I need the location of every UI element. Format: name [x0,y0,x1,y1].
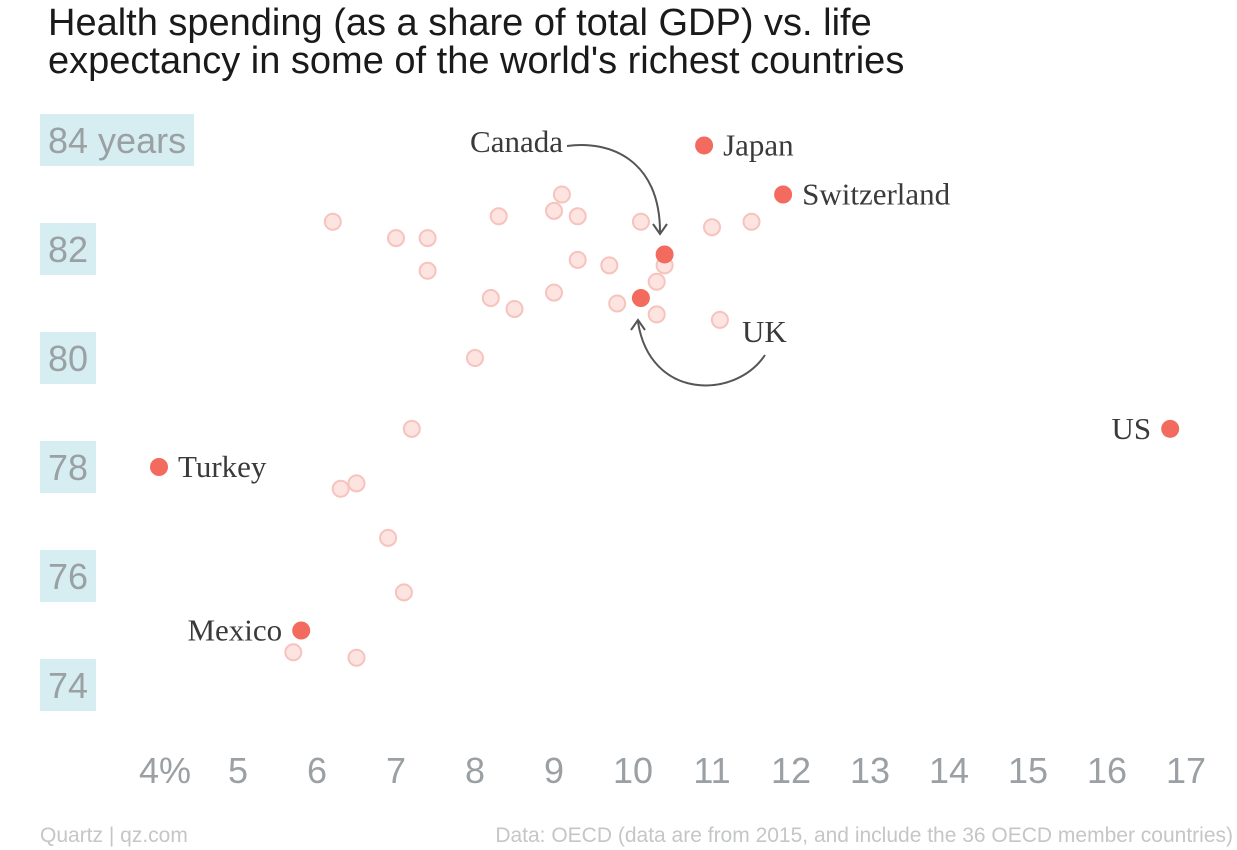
x-tick-label: 15 [1008,750,1048,791]
country-point [545,283,563,302]
country-point [323,212,342,231]
source-credit: Quartz | qz.com [40,824,188,847]
country-point [647,272,666,291]
country-label-switzerland: Switzerland [802,177,951,212]
y-tick-label: 82 [48,229,88,270]
country-point [387,229,405,248]
canada-arrow-head [652,223,668,236]
x-tick-label: 10 [613,750,653,791]
country-point [402,419,421,438]
highlight-point-mexico [292,621,311,640]
y-tick-background [40,659,97,711]
background-points [284,185,761,667]
highlight-point-japan [695,136,714,155]
highlight-point-us [1161,419,1180,438]
country-point [394,583,413,602]
y-tick-background [40,223,97,275]
x-tick-label: 6 [307,750,327,791]
highlight-point-switzerland [774,185,793,204]
x-tick-label: 14 [929,750,969,791]
y-tick-label: 80 [48,338,88,379]
uk-arrow-line [637,321,766,387]
x-tick-label: 13 [850,750,890,791]
x-tick-label: 5 [228,750,248,791]
country-point [545,201,563,220]
country-point [481,289,500,308]
x-tick-label: 16 [1087,750,1127,791]
y-tick-background [40,332,97,384]
highlight-point-uk [631,289,650,308]
country-point [466,349,484,367]
y-tick-background [40,441,97,493]
uk-arrow-head [630,318,646,331]
country-point [347,474,366,493]
country-label-canada: Canada [470,124,563,159]
chart-title-line-1: Health spending (as a share of total GDP… [48,2,872,44]
country-label-us: US [1112,411,1152,446]
highlight-point-turkey [150,458,168,476]
country-point [489,207,508,226]
y-tick-background [40,114,195,166]
country-point [568,207,587,226]
y-tick-label: 84 years [48,120,186,161]
highlight-point-canada [655,245,674,264]
country-point [552,185,571,204]
country-point [631,212,650,231]
y-tick-label: 78 [48,447,88,488]
country-point [710,310,729,329]
x-tick-label: 12 [771,750,811,791]
canada-arrow-line [566,144,661,233]
x-axis: 4% 5 6 7 8 9 10 11 12 13 14 15 16 17 [139,750,1206,791]
country-label-japan: Japan [723,127,794,162]
country-label-mexico: Mexico [187,613,282,648]
country-label-uk: UK [742,314,787,349]
country-point [331,479,350,498]
y-tick-label: 74 [48,665,88,706]
data-source-note: Data: OECD (data are from 2015, and incl… [495,824,1233,847]
x-tick-label: 4% [139,750,191,791]
x-tick-label: 11 [693,750,730,791]
x-tick-label: 8 [465,750,485,791]
country-point [418,229,437,248]
country-point [568,250,587,269]
country-point [505,299,524,318]
country-point [742,212,761,231]
country-point [703,218,721,237]
x-tick-label: 7 [386,750,406,791]
y-tick-label: 76 [48,556,88,597]
country-label-turkey: Turkey [178,449,267,484]
x-tick-label: 17 [1166,750,1206,791]
country-point [647,305,666,324]
y-axis: 84 years 82 80 78 76 74 [40,114,195,711]
country-point [608,294,627,313]
country-point [284,643,303,662]
country-point [418,261,437,280]
country-point [379,528,398,547]
country-point [347,648,366,667]
country-point [600,256,619,275]
x-tick-label: 9 [544,750,564,791]
chart-title-line-2: expectancy in some of the world's riches… [48,40,904,82]
y-tick-background [40,550,97,602]
annotation-arrows [566,144,766,387]
